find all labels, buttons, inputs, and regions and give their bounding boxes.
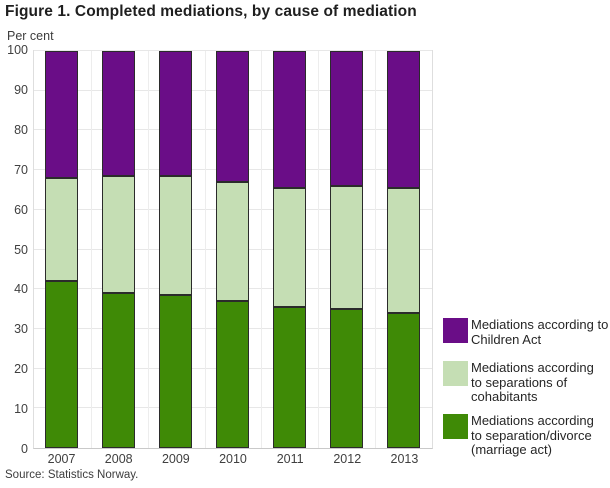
- gridline-x-5: [318, 51, 320, 448]
- bar-2013-mediations-according-to-separation-divorce-marriage-act[interactable]: [386, 313, 420, 448]
- bar-2009-mediations-according-to-separations-of-cohabitants[interactable]: [159, 176, 193, 296]
- x-tick-2011: 2011: [276, 452, 304, 466]
- gridline-x-4: [261, 51, 263, 448]
- y-tick-90: 90: [14, 82, 28, 97]
- y-tick-0: 0: [21, 442, 28, 456]
- bar-2011-mediations-according-to-children-act[interactable]: [272, 51, 306, 188]
- bar-2010-mediations-according-to-children-act[interactable]: [216, 51, 249, 183]
- bar-2008-mediations-according-to-children-act[interactable]: [102, 51, 136, 177]
- bar-2012-mediations-according-to-children-act[interactable]: [329, 51, 363, 186]
- bar-2011-mediations-according-to-separations-of-cohabitants[interactable]: [272, 187, 306, 308]
- y-axis-tick-labels: 0 10 20 30 40 50 60 70 80 90 100: [0, 43, 28, 456]
- bar-2007-mediations-according-to-children-act[interactable]: [45, 51, 79, 179]
- gridline-x-6: [375, 51, 377, 448]
- bar-2010-mediations-according-to-separations-of-cohabitants[interactable]: [216, 182, 249, 302]
- gridline-x-3: [204, 51, 206, 448]
- bar-2013-mediations-according-to-separations-of-cohabitants[interactable]: [386, 187, 420, 314]
- bar-2009-mediations-according-to-separation-divorce-marriage-act[interactable]: [159, 295, 193, 448]
- y-tick-20: 20: [14, 362, 28, 377]
- chart-title: Figure 1. Completed mediations, by cause…: [5, 3, 417, 20]
- x-tick-2013: 2013: [390, 452, 419, 466]
- y-axis-unit-label: Per cent: [7, 29, 54, 43]
- bar-2008-mediations-according-to-separation-divorce-marriage-act[interactable]: [102, 293, 136, 448]
- legend-item-cohabitants: Mediations according to separations of c…: [443, 360, 594, 405]
- stacked-bars: [34, 51, 432, 448]
- gridline-x-1: [90, 51, 92, 448]
- bar-2007-mediations-according-to-separation-divorce-marriage-act[interactable]: [45, 281, 79, 448]
- x-tick-2012: 2012: [333, 452, 362, 466]
- bar-2013-mediations-according-to-children-act[interactable]: [386, 51, 420, 188]
- bar-2008-mediations-according-to-separations-of-cohabitants[interactable]: [102, 176, 136, 294]
- legend-label-children-act: Mediations according to Children Act: [471, 317, 609, 347]
- x-tick-2009: 2009: [161, 452, 190, 466]
- legend-label-cohabitants: Mediations according to separations of c…: [471, 360, 594, 404]
- y-tick-50: 50: [14, 242, 28, 257]
- y-tick-40: 40: [14, 282, 28, 297]
- x-axis-tick-labels: 2007 2008 2009 2010 2011 2012 2013: [33, 452, 433, 468]
- bar-2007-mediations-according-to-separations-of-cohabitants[interactable]: [45, 178, 79, 282]
- legend-label-marriage-act: Mediations according to separation/divor…: [471, 413, 594, 457]
- gridline-y-100: [34, 50, 432, 51]
- legend-swatch-cohabitants: [443, 361, 468, 386]
- gridline-x-2: [147, 51, 149, 448]
- bar-2012-mediations-according-to-separations-of-cohabitants[interactable]: [329, 186, 363, 310]
- legend-swatch-children-act: [443, 318, 468, 343]
- legend-item-children-act: Mediations according to Children Act: [443, 317, 609, 347]
- bar-2012-mediations-according-to-separation-divorce-marriage-act[interactable]: [329, 309, 363, 448]
- x-tick-2007: 2007: [47, 452, 76, 466]
- y-tick-10: 10: [14, 402, 28, 417]
- y-tick-80: 80: [14, 122, 28, 137]
- legend-item-marriage-act: Mediations according to separation/divor…: [443, 413, 594, 458]
- bar-2009-mediations-according-to-children-act[interactable]: [159, 51, 193, 177]
- y-tick-70: 70: [14, 162, 28, 177]
- bar-2010-mediations-according-to-separation-divorce-marriage-act[interactable]: [216, 301, 249, 448]
- plot-area: [33, 50, 433, 449]
- bar-2011-mediations-according-to-separation-divorce-marriage-act[interactable]: [272, 307, 306, 448]
- x-tick-2010: 2010: [219, 452, 247, 466]
- source-note: Source: Statistics Norway.: [5, 469, 139, 481]
- y-tick-30: 30: [14, 322, 28, 337]
- legend-swatch-marriage-act: [443, 414, 468, 439]
- y-tick-100: 100: [7, 43, 28, 57]
- x-tick-2008: 2008: [104, 452, 133, 466]
- y-tick-60: 60: [14, 202, 28, 217]
